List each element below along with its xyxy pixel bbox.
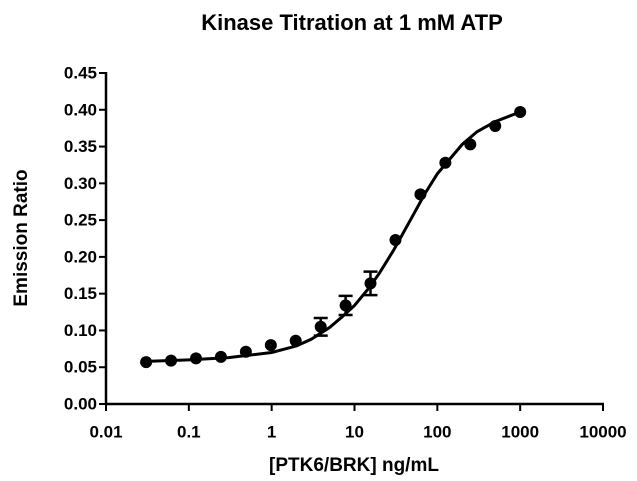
data-point: [364, 277, 377, 290]
data-point: [165, 354, 178, 367]
y-tick-label: 0.10: [64, 321, 97, 340]
x-tick-label: 0.01: [89, 422, 122, 441]
x-tick-label: 10000: [579, 422, 626, 441]
x-tick-label: 10: [345, 422, 364, 441]
x-tick-label: 100: [423, 422, 451, 441]
x-tick-label: 0.1: [177, 422, 201, 441]
x-tick-label: 1000: [501, 422, 539, 441]
y-tick-label: 0.15: [64, 284, 97, 303]
data-point: [214, 350, 227, 363]
y-tick-label: 0.45: [64, 63, 97, 82]
data-point: [389, 233, 402, 246]
y-tick-label: 0.30: [64, 174, 97, 193]
data-point: [239, 345, 252, 358]
x-axis-title: [PTK6/BRK] ng/mL: [269, 455, 439, 476]
data-point: [439, 156, 452, 169]
data-point: [339, 299, 352, 312]
data-point: [140, 356, 153, 369]
data-point: [514, 105, 527, 118]
y-axis-title: Emission Ratio: [11, 169, 32, 306]
y-tick-label: 0.40: [64, 100, 97, 119]
x-tick-label: 1: [267, 422, 276, 441]
chart-title: Kinase Titration at 1 mM ATP: [201, 10, 503, 35]
data-point: [264, 339, 277, 352]
data-point: [414, 188, 427, 201]
fit-curve: [146, 110, 521, 363]
data-point: [314, 320, 327, 333]
data-point: [289, 334, 302, 347]
y-tick-label: 0.20: [64, 247, 97, 266]
data-point: [189, 352, 202, 365]
y-tick-label: 0.35: [64, 137, 97, 156]
y-tick-label: 0.00: [64, 394, 97, 413]
data-point: [489, 119, 502, 132]
data-point: [464, 138, 477, 151]
y-tick-label: 0.05: [64, 358, 97, 377]
y-tick-label: 0.25: [64, 211, 97, 230]
